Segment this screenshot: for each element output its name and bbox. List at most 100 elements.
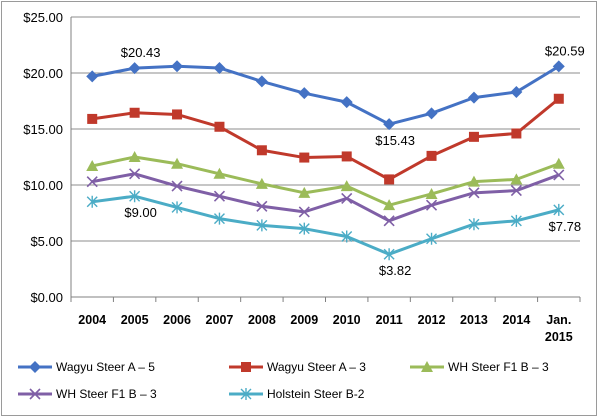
data-point: [383, 248, 395, 261]
data-label: $3.82: [379, 263, 412, 278]
data-point: [340, 96, 353, 109]
series-line-1: [91, 64, 560, 126]
data-point: [510, 214, 522, 227]
data-point: [87, 113, 98, 124]
data-point: [171, 201, 183, 214]
legend-marker: [29, 388, 41, 400]
data-point: [172, 109, 183, 120]
data-point: [468, 131, 479, 142]
data-point: [468, 218, 480, 231]
x-tick-label: 2006: [163, 313, 191, 327]
data-label: $20.59: [545, 43, 585, 58]
data-label: $15.43: [375, 133, 415, 148]
series-line-5: [92, 194, 560, 256]
x-tick-label: 2009: [290, 313, 318, 327]
series-line-3: [91, 155, 560, 207]
series-line-4: [91, 172, 560, 223]
data-point: [552, 157, 565, 169]
y-tick-label: $15.00: [23, 122, 63, 137]
data-point: [553, 203, 565, 216]
x-tick-label: 2005: [121, 313, 149, 327]
legend-marker: [241, 362, 251, 372]
data-point: [510, 86, 523, 99]
y-tick-label: $25.00: [23, 10, 63, 25]
data-point: [553, 93, 564, 104]
data-point: [384, 174, 395, 185]
y-tick-label: $5.00: [30, 234, 63, 249]
data-point: [256, 219, 268, 232]
data-label: $9.00: [124, 205, 157, 220]
x-tick-label: 2015: [545, 330, 573, 344]
data-point: [256, 200, 268, 212]
data-point: [213, 190, 226, 202]
data-point: [299, 152, 310, 163]
y-tick-label: $10.00: [23, 178, 63, 193]
data-point: [383, 118, 396, 131]
data-point: [255, 177, 268, 189]
x-tick-label: 2012: [418, 313, 446, 327]
legend-label: WH Steer F1 B – 3: [448, 360, 549, 374]
x-tick-label: 2010: [333, 313, 361, 327]
x-tick-label: 2004: [78, 313, 106, 327]
series-line-2: [91, 97, 560, 181]
legend-label: WH Steer F1 B – 3: [56, 387, 157, 401]
data-point: [129, 107, 140, 118]
data-point: [468, 187, 480, 199]
data-point: [86, 195, 98, 208]
data-point: [511, 128, 522, 139]
data-point: [425, 187, 438, 199]
data-label: $20.43: [121, 45, 161, 60]
data-point: [426, 150, 437, 161]
data-point: [467, 175, 480, 187]
data-point: [340, 180, 353, 192]
data-point: [341, 230, 353, 243]
x-tick-label: Jan.: [546, 313, 571, 327]
x-tick-label: 2008: [248, 313, 276, 327]
legend-marker: [240, 388, 252, 400]
legend-marker: [29, 361, 41, 373]
data-point: [128, 151, 141, 162]
x-tick-label: 2011: [376, 313, 403, 327]
data-point: [341, 151, 352, 162]
data-point: [298, 206, 310, 218]
x-tick-label: 2014: [502, 313, 530, 327]
y-tick-label: $0.00: [30, 290, 63, 305]
legend-label: Wagyu Steer A – 3: [267, 360, 366, 374]
data-label: $7.78: [549, 219, 582, 234]
data-point: [383, 199, 396, 211]
data-point: [86, 70, 99, 83]
data-point: [129, 168, 141, 180]
data-point: [171, 180, 183, 192]
data-point: [510, 185, 522, 197]
data-point: [86, 159, 99, 171]
data-point: [256, 145, 267, 156]
x-tick-label: 2007: [206, 313, 234, 327]
data-point: [255, 75, 268, 88]
data-point: [298, 186, 311, 198]
data-point: [426, 232, 438, 245]
data-point: [213, 167, 226, 179]
data-point: [552, 60, 565, 73]
data-point: [171, 60, 184, 73]
data-point: [383, 215, 395, 227]
data-point: [86, 176, 98, 188]
data-point: [128, 62, 141, 75]
data-point: [553, 169, 565, 181]
data-point: [213, 212, 225, 225]
legend-label: Holstein Steer B-2: [267, 387, 365, 401]
legend-label: Wagyu Steer A – 5: [56, 360, 155, 374]
data-point: [341, 192, 353, 205]
data-point: [213, 61, 226, 74]
data-point: [298, 87, 311, 100]
data-point: [425, 107, 438, 120]
y-tick-label: $20.00: [23, 66, 63, 81]
data-point: [510, 173, 523, 185]
data-point: [425, 199, 438, 211]
legend-marker: [421, 361, 433, 372]
data-point: [467, 91, 480, 104]
data-point: [171, 157, 184, 169]
x-tick-label: 2013: [460, 313, 488, 327]
data-point: [129, 190, 141, 203]
